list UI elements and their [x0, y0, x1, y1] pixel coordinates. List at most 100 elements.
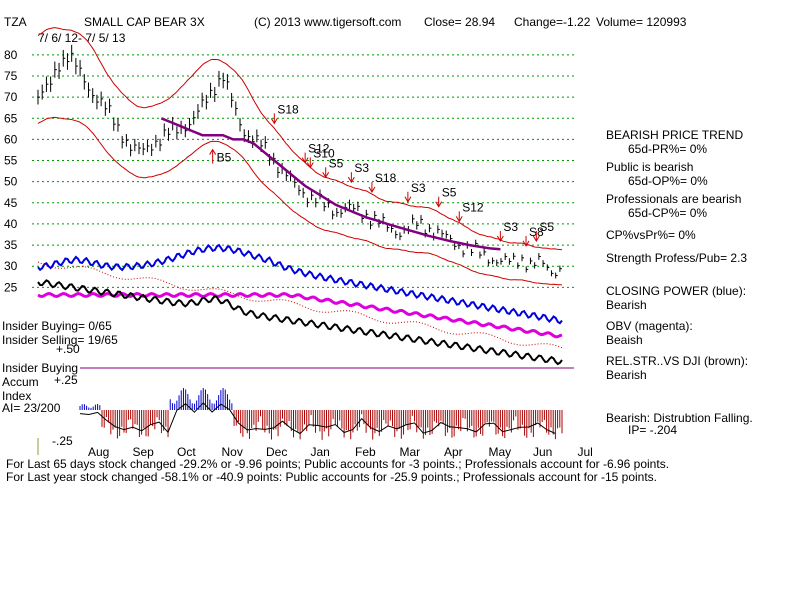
y-tick-25: 25: [4, 280, 18, 294]
signal-s5-8: S5: [435, 186, 457, 208]
month-mar: Mar: [400, 445, 421, 459]
indicator-lines: [37, 243, 563, 366]
month-oct: Oct: [177, 445, 196, 459]
obv-value: Beaish: [606, 333, 643, 347]
accum-status: Bearish: Distrubtion Falling.: [606, 411, 753, 425]
signal-label: S12: [462, 200, 484, 214]
signal-label: B5: [217, 151, 232, 165]
y-tick-80: 80: [4, 48, 18, 62]
signal-s18-6: S18: [368, 171, 397, 193]
footer-65-day: For Last 65 days stock changed -29.2% or…: [6, 457, 669, 471]
signal-s12-2: S12: [301, 142, 330, 164]
index-label: Index: [2, 389, 31, 403]
price-axis-ticks: 80 75 70 65 60 55 50 45 40 35 30 25: [4, 48, 18, 294]
month-feb: Feb: [355, 445, 376, 459]
obv-line: [37, 291, 563, 339]
accumulation-ma-line: [79, 402, 556, 435]
signal-s10-3: S10: [306, 146, 335, 169]
ip-value: IP= -.204: [628, 423, 677, 437]
header-copyright: (C) 2013 www.tigersoft.com: [254, 15, 401, 29]
header-symbol: TZA: [4, 15, 27, 29]
month-aug: Aug: [88, 445, 109, 459]
accum-tick-050: +.50: [56, 342, 80, 356]
pro-title: Professionals are bearish: [606, 192, 741, 206]
signal-arrowhead: [496, 235, 504, 242]
month-apr: Apr: [444, 445, 463, 459]
header-change: Change=-1.22: [514, 15, 591, 29]
signal-arrowhead: [522, 240, 530, 247]
signal-arrowhead: [368, 186, 376, 193]
relstr-title: REL.STR..VS DJI (brown):: [606, 354, 748, 368]
signal-label: S10: [313, 146, 335, 160]
price-bands: [37, 27, 563, 286]
moving-average-line: [160, 117, 501, 251]
y-tick-45: 45: [4, 196, 18, 210]
signal-label: S12: [308, 142, 330, 156]
footer-year: For Last year stock changed -58.1% or -4…: [6, 470, 657, 484]
signal-label: S18: [277, 102, 299, 116]
signal-s3-5: S3: [347, 161, 369, 184]
month-sep: Sep: [133, 445, 155, 459]
month-jun: Jun: [533, 445, 552, 459]
lower-band: [37, 116, 563, 286]
y-tick-50: 50: [4, 175, 18, 189]
y-tick-40: 40: [4, 217, 18, 231]
signal-s3-10: S3: [496, 220, 518, 242]
month-dec: Dec: [266, 445, 287, 459]
signal-arrowhead: [347, 176, 355, 184]
op-value: 65d-OP%= 0%: [628, 174, 708, 188]
month-jul: Jul: [578, 445, 593, 459]
signal-arrowhead: [532, 235, 540, 242]
strength-ratio: Strength Profess/Pub= 2.3: [606, 251, 747, 265]
insider-buying-label: Insider Buying: [2, 361, 78, 375]
signal-arrowhead: [209, 148, 217, 155]
y-tick-70: 70: [4, 90, 18, 104]
insider-buying-count: Insider Buying= 0/65: [2, 319, 112, 333]
signal-s5-4: S5: [322, 156, 344, 179]
signal-b5-0: B5: [209, 148, 232, 165]
signal-label: S5: [539, 220, 554, 234]
signal-arrowhead: [270, 118, 278, 125]
y-tick-35: 35: [4, 238, 18, 252]
accumulation-histogram: [79, 388, 563, 440]
signal-arrowhead: [306, 162, 314, 169]
public-title: Public is bearish: [606, 160, 693, 174]
signal-label: S3: [354, 161, 369, 175]
pr-value: 65d-PR%= 0%: [628, 142, 707, 156]
ai-value: AI= 23/200: [2, 401, 61, 415]
closing-power-line: [37, 243, 563, 325]
date-range: 7/ 6/ 12- 7/ 5/ 13: [38, 31, 126, 45]
y-tick-60: 60: [4, 132, 18, 146]
header-name: SMALL CAP BEAR 3X: [84, 15, 205, 29]
signal-label: S5: [329, 156, 344, 170]
signal-label: S18: [375, 171, 397, 185]
signal-arrowhead: [322, 172, 330, 179]
signal-label: S5: [442, 186, 457, 200]
closing-power-title: CLOSING POWER (blue):: [606, 284, 746, 298]
header-volume: Volume= 120993: [596, 15, 687, 29]
y-tick-55: 55: [4, 154, 18, 168]
month-may: May: [489, 445, 512, 459]
signal-s18-1: S18: [270, 102, 299, 125]
signal-arrowhead: [404, 196, 412, 203]
cp-vs-pr: CP%vsPr%= 0%: [606, 228, 696, 242]
upper-band: [37, 27, 563, 251]
accum-tick-025: +.25: [54, 373, 78, 387]
signal-arrowhead: [301, 157, 309, 164]
cp-value: 65d-CP%= 0%: [628, 206, 707, 220]
accum-tick-neg025: -.25: [52, 434, 73, 448]
closing-power-value: Bearish: [606, 298, 647, 312]
header-close: Close= 28.94: [424, 15, 495, 29]
signal-s5-12: S5: [532, 220, 554, 242]
signal-arrowhead: [435, 201, 443, 208]
signal-label: S3: [411, 181, 426, 195]
relstr-line: [37, 279, 563, 366]
price-bars: [37, 44, 562, 279]
obv-title: OBV (magenta):: [606, 319, 693, 333]
trend-title: BEARISH PRICE TREND: [606, 128, 743, 142]
signal-s12-9: S12: [455, 200, 484, 223]
accum-label: Accum: [2, 375, 39, 389]
month-axis: Aug Sep Oct Nov Dec Jan Feb Mar Apr May Jun Jul: [88, 445, 593, 459]
